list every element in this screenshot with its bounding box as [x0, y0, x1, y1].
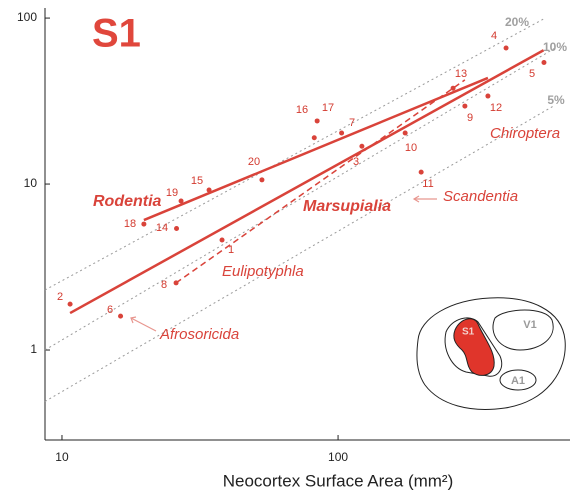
- point-label: 17: [322, 102, 334, 114]
- y-tick-label: 100: [17, 10, 37, 24]
- point-label: 8: [161, 279, 167, 291]
- fit-line: [143, 76, 489, 222]
- isoline-label: 5%: [547, 93, 565, 107]
- point-label: 12: [490, 102, 502, 114]
- data-point: [173, 280, 179, 286]
- v1-region: [492, 309, 554, 351]
- point-label: 3: [353, 156, 359, 168]
- isoline: [44, 104, 556, 402]
- group-label: Scandentia: [443, 188, 518, 205]
- x-tick-label: 100: [328, 450, 348, 464]
- data-point: [402, 130, 408, 136]
- data-point: [219, 237, 225, 243]
- inset-label: V1: [523, 319, 536, 331]
- arrow-head: [130, 316, 137, 324]
- fit-line: [175, 79, 466, 284]
- group-label: Chiroptera: [490, 125, 560, 142]
- point-label: 16: [296, 104, 308, 116]
- data-point: [118, 313, 124, 319]
- data-point: [141, 221, 147, 227]
- point-label: 11: [422, 178, 433, 190]
- point-label: 7: [349, 117, 355, 129]
- y-tick-label: 1: [30, 342, 37, 356]
- data-point: [178, 198, 184, 204]
- point-label: 5: [529, 68, 535, 80]
- data-point: [462, 103, 468, 109]
- inset-label: A1: [511, 375, 525, 387]
- data-point: [450, 85, 456, 91]
- point-label: 10: [405, 142, 417, 154]
- data-point: [259, 177, 265, 183]
- data-point: [174, 225, 180, 231]
- data-point: [541, 59, 547, 65]
- data-point: [206, 187, 212, 193]
- data-point: [418, 169, 424, 175]
- arrow-head: [412, 195, 420, 203]
- group-label: Marsupialia: [303, 198, 391, 215]
- annotation-arrows: [130, 195, 437, 332]
- point-label: 6: [107, 304, 113, 316]
- data-point: [339, 130, 345, 136]
- isoline: [44, 47, 556, 351]
- point-label: 1: [228, 244, 234, 256]
- fit-line: [69, 49, 545, 315]
- isoline-label: 10%: [543, 40, 567, 54]
- data-point: [67, 301, 73, 307]
- group-label: Rodentia: [93, 193, 162, 210]
- point-label: 20: [248, 156, 260, 168]
- inset-brain: S1 V1 A1: [416, 297, 566, 410]
- point-label: 14: [156, 222, 168, 234]
- group-label: Afrosoricida: [159, 326, 239, 343]
- m1-outline: [444, 317, 503, 377]
- group-label: Eulipotyphla: [222, 263, 304, 280]
- x-tick-label: 10: [55, 450, 69, 464]
- point-label: 2: [57, 291, 63, 303]
- point-label: 18: [124, 218, 136, 230]
- point-label: 15: [191, 175, 203, 187]
- data-point: [314, 118, 320, 124]
- data-point: [503, 45, 509, 51]
- data-point: [485, 93, 491, 99]
- x-axis-label: Neocortex Surface Area (mm²): [223, 471, 454, 490]
- point-label: 13: [455, 68, 467, 80]
- arrow: [130, 317, 157, 332]
- a1-region: [499, 369, 537, 391]
- data-point: [359, 143, 365, 149]
- isoline-label: 20%: [505, 15, 529, 29]
- point-label: 4: [491, 30, 497, 42]
- s1-region: [453, 318, 495, 376]
- point-label: 9: [467, 112, 473, 124]
- inset-label: S1: [462, 327, 475, 338]
- point-label: 19: [166, 187, 178, 199]
- chart-title: S1: [92, 12, 141, 56]
- y-tick-label: 10: [24, 176, 38, 190]
- data-point: [311, 135, 317, 141]
